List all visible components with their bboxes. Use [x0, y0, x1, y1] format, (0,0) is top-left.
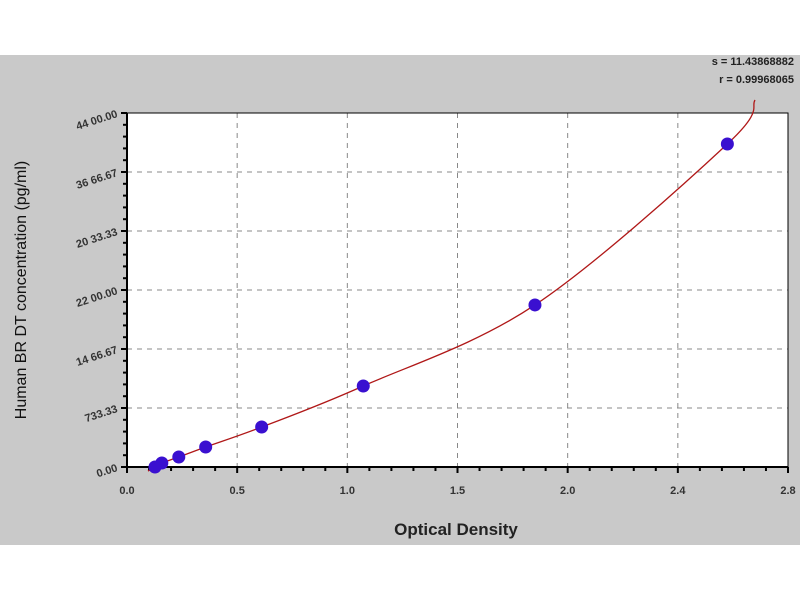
data-point	[528, 298, 542, 312]
x-tick-label: 2.8	[780, 485, 795, 497]
data-point	[255, 420, 269, 434]
x-tick-label: 0.5	[230, 485, 245, 497]
data-point	[155, 456, 169, 470]
x-tick-label: 0.0	[119, 485, 134, 497]
x-axis-label: Optical Density	[394, 520, 518, 539]
y-tick-label: 0.00	[95, 462, 119, 480]
x-tick-label: 2.0	[560, 485, 575, 497]
y-tick-label: 733.33	[83, 403, 119, 425]
stat-r: r = 0.99968065	[719, 74, 794, 86]
x-tick-label: 1.0	[340, 485, 355, 497]
data-point	[720, 137, 734, 151]
y-tick-label: 22 00.00	[75, 285, 119, 310]
y-tick-label: 14 66.67	[75, 344, 119, 369]
y-tick-label: 20 33.33	[75, 226, 119, 251]
stat-s: s = 11.43868882	[711, 56, 794, 68]
x-tick-label: 1.5	[450, 485, 465, 497]
data-point	[172, 450, 186, 464]
data-point	[199, 440, 213, 454]
data-point	[356, 379, 370, 393]
y-tick-label: 44 00.00	[75, 108, 119, 133]
x-tick-label: 2.4	[670, 485, 686, 497]
y-tick-label: 36 66.67	[75, 167, 119, 192]
